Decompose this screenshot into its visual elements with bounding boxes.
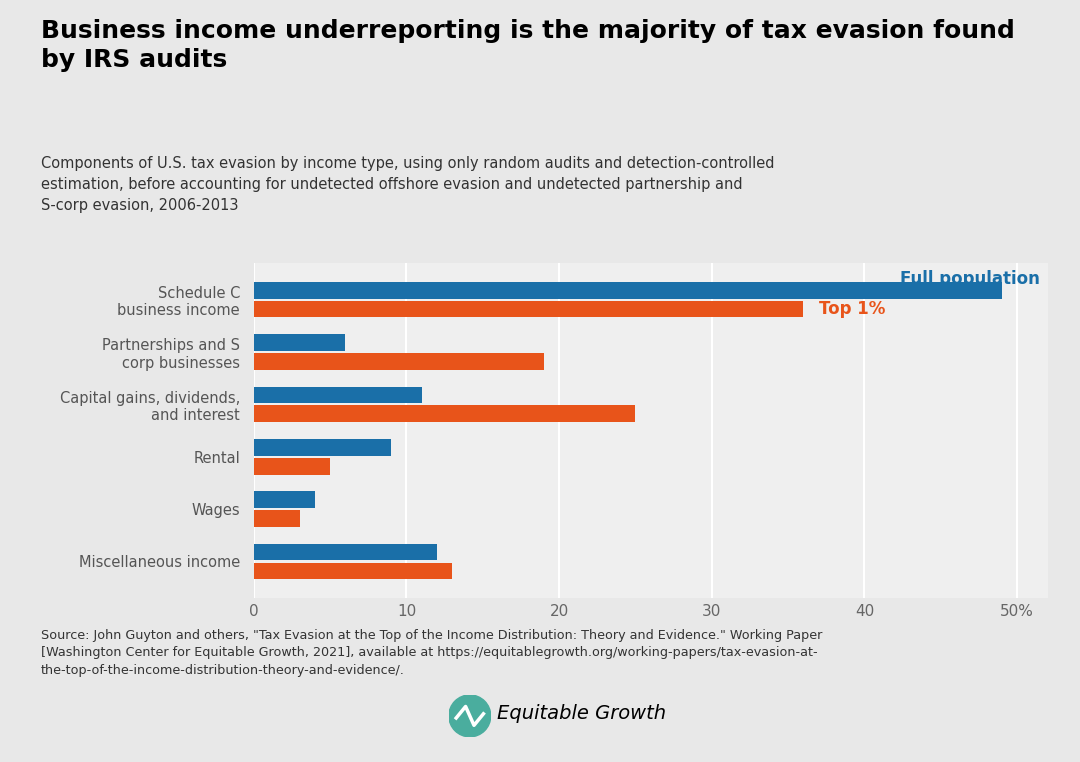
Text: Source: John Guyton and others, "Tax Evasion at the Top of the Income Distributi: Source: John Guyton and others, "Tax Eva… (41, 629, 822, 677)
Bar (254, 405, 635, 422)
Bar (254, 544, 437, 561)
Text: Business income underreporting is the majority of tax evasion found
by IRS audit: Business income underreporting is the ma… (41, 19, 1015, 72)
Bar (254, 335, 346, 351)
Bar (254, 491, 315, 508)
Bar (254, 353, 544, 370)
Bar (254, 439, 391, 456)
Bar (254, 301, 804, 318)
Text: Components of U.S. tax evasion by income type, using only random audits and dete: Components of U.S. tax evasion by income… (41, 156, 774, 213)
Bar (254, 562, 453, 579)
Bar (254, 511, 299, 527)
Text: Top 1%: Top 1% (819, 300, 885, 318)
Text: Equitable Growth: Equitable Growth (497, 705, 666, 723)
Bar (254, 458, 330, 475)
Circle shape (449, 695, 490, 737)
Bar (254, 282, 1002, 299)
Text: Full population: Full population (900, 270, 1040, 287)
Bar (254, 386, 421, 403)
